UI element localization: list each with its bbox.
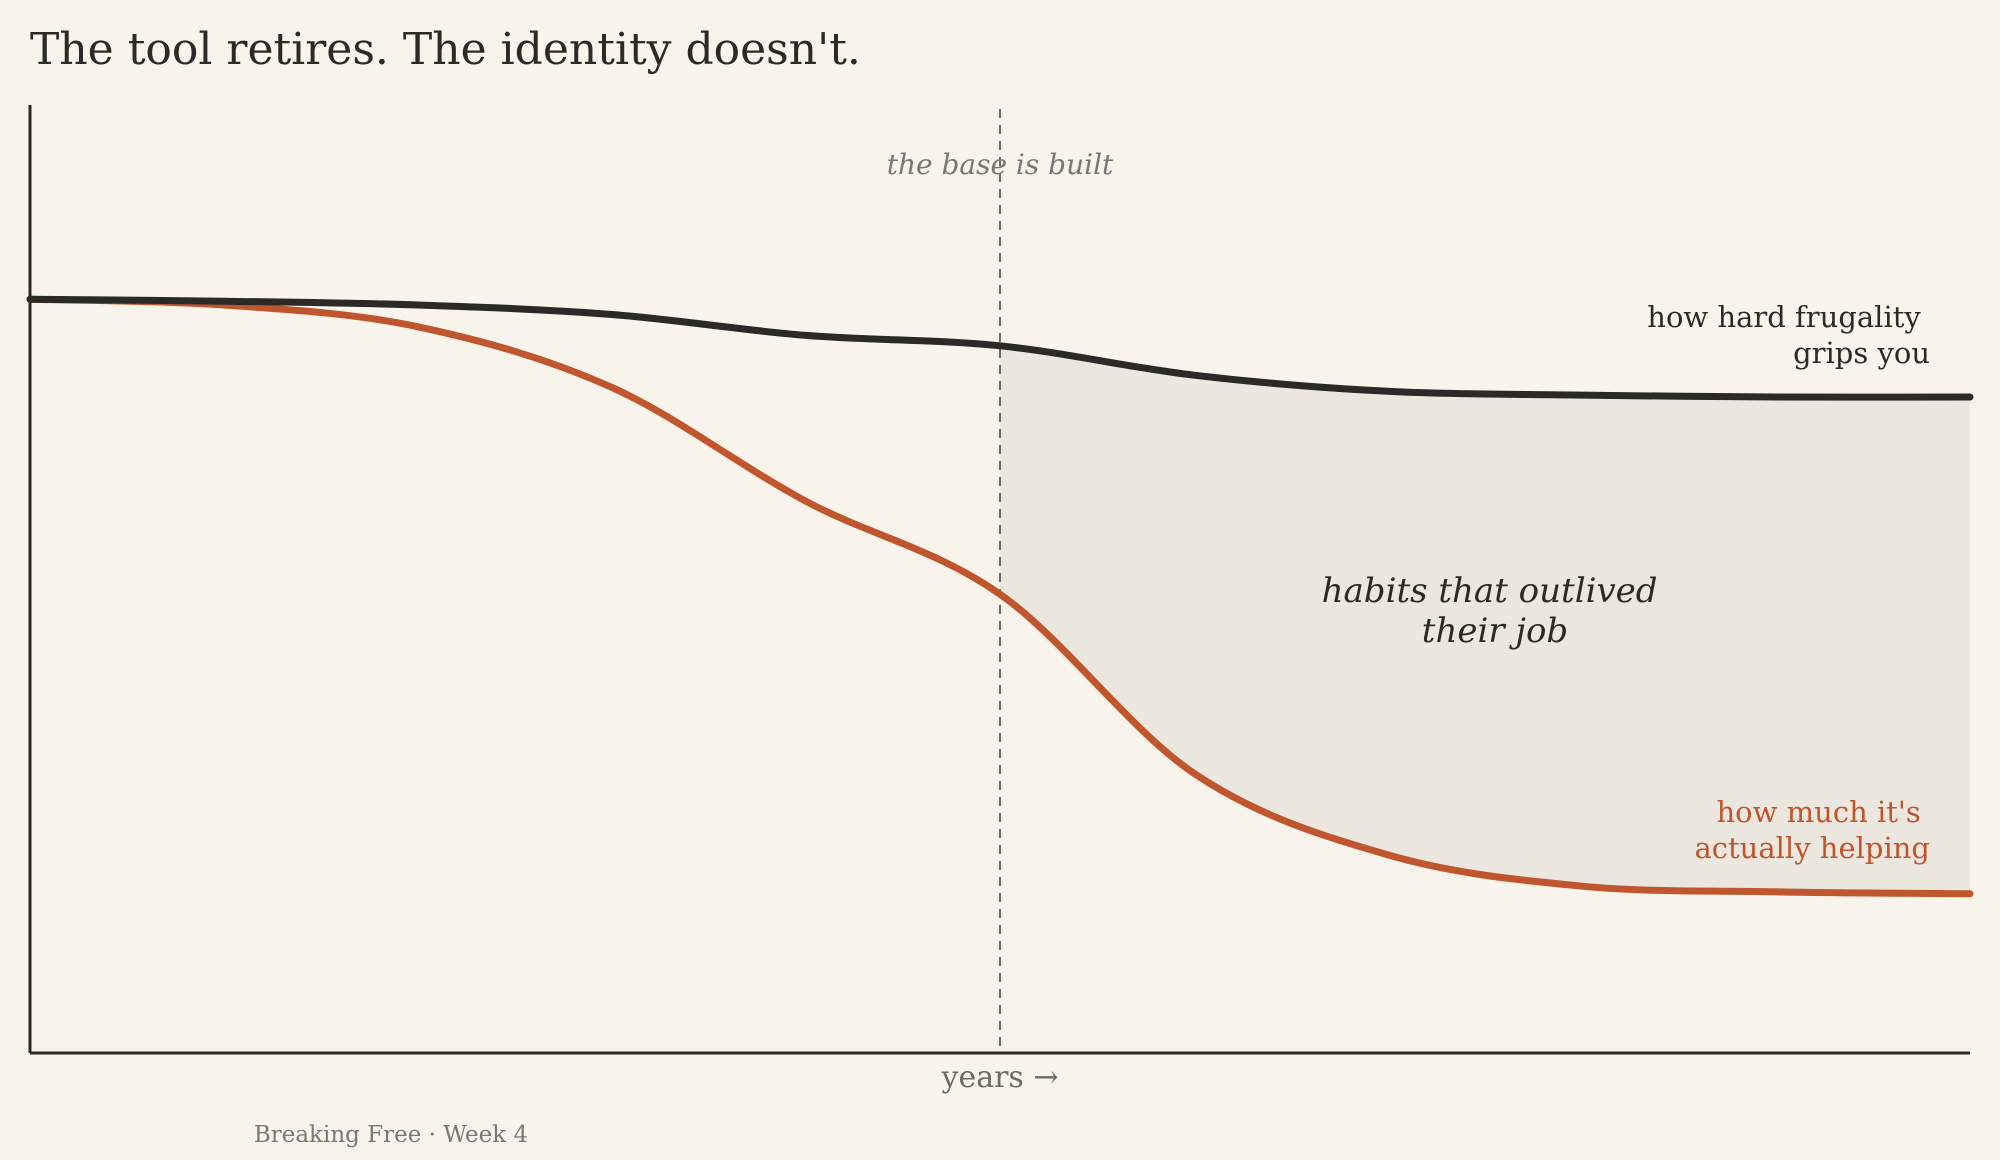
series-label-frugality: how hard frugality grips you [1647, 300, 1930, 370]
series-label-helping-line-1: how much it's [1717, 795, 1921, 829]
series-label-frugality-line-2: grips you [1793, 336, 1930, 370]
x-axis-label: years → [941, 1060, 1059, 1095]
chart-title: The tool retires. The identity doesn't. [30, 24, 861, 75]
shaded-gap-area [1000, 345, 1970, 894]
marker-label: the base is built [887, 148, 1114, 181]
series-label-helping: how much it's actually helping [1695, 795, 1931, 865]
shaded-area-label: habits that outlived their job [1322, 571, 1669, 651]
series-label-helping-line-2: actually helping [1695, 831, 1931, 865]
series-label-frugality-line-1: how hard frugality [1647, 300, 1921, 334]
shaded-area-label-line-2: their job [1422, 611, 1568, 651]
shaded-area-label-line-1: habits that outlived [1322, 571, 1658, 611]
footer-text: Breaking Free · Week 4 [254, 1122, 528, 1148]
series-line-frugality [26, 295, 1974, 401]
series-line-helping [26, 295, 1974, 898]
